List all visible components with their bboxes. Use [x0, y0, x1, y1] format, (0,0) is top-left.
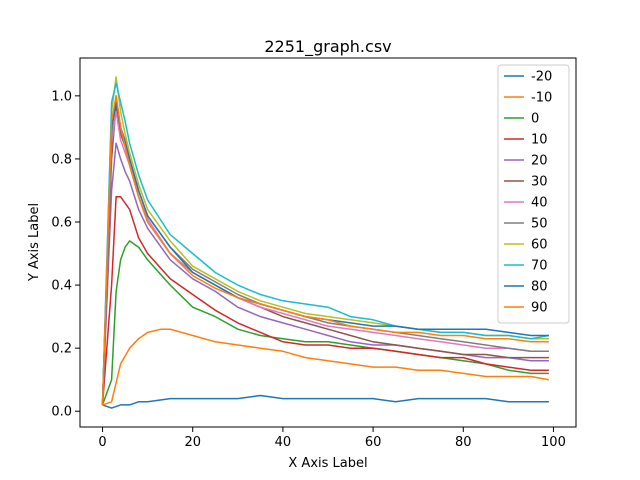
chart-title: 2251_graph.csv	[264, 37, 391, 57]
legend-label-10: 80	[531, 280, 548, 295]
y-tick-label: 0.8	[51, 152, 72, 167]
legend-label-0: -20	[531, 70, 552, 85]
x-tick-label: 80	[455, 435, 472, 450]
plot-series	[101, 76, 550, 409]
x-tick-label: 60	[365, 435, 382, 450]
y-tick-label: 0.6	[51, 216, 72, 231]
series-line-6	[101, 110, 549, 405]
legend-label-9: 70	[531, 259, 548, 274]
legend-label-11: 90	[531, 301, 548, 316]
x-tick-label: 40	[275, 435, 292, 450]
legend-label-2: 0	[531, 112, 539, 127]
legend-label-4: 20	[531, 154, 548, 169]
legend-label-1: -10	[531, 91, 552, 106]
series-line-9	[101, 82, 550, 405]
legend-label-3: 10	[531, 133, 548, 148]
legend: -20 -10 0 10 20 30 40 50 60 70 80 90	[497, 64, 570, 324]
legend-label-5: 30	[531, 175, 548, 190]
legend-box	[497, 64, 570, 324]
x-axis-ticks: 0 20 40 60 80 100	[98, 427, 566, 450]
legend-label-7: 50	[531, 217, 548, 232]
x-tick-label: 20	[184, 435, 201, 450]
y-tick-label: 1.0	[51, 89, 72, 104]
series-line-0	[102, 394, 549, 409]
legend-label-8: 60	[531, 238, 548, 253]
y-tick-label: 0.2	[51, 342, 72, 357]
x-tick-label: 0	[98, 435, 106, 450]
series-line-1	[102, 328, 550, 406]
y-axis-label: Y Axis Label	[27, 203, 42, 282]
axes-frame	[79, 57, 577, 428]
x-axis-label: X Axis Label	[288, 456, 367, 471]
y-tick-label: 0.0	[51, 405, 72, 420]
y-axis-ticks: 0.0 0.2 0.4 0.6 0.8 1.0	[51, 89, 80, 420]
x-tick-label: 100	[541, 435, 566, 450]
legend-label-6: 40	[531, 196, 548, 211]
series-line-3	[101, 196, 549, 405]
series-line-11	[101, 95, 549, 405]
y-tick-label: 0.4	[51, 279, 72, 294]
